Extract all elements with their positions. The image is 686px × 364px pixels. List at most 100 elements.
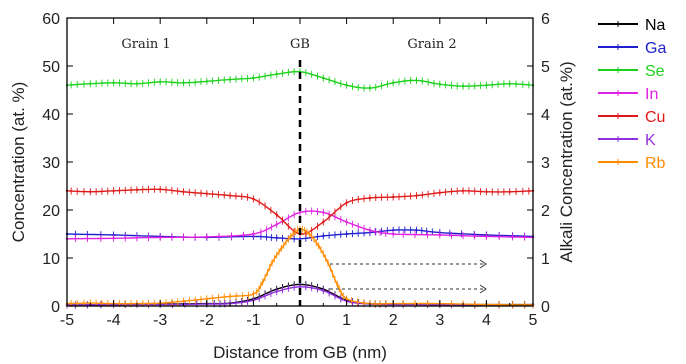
y-tick-label-left: 30 — [42, 155, 60, 172]
data-point — [485, 191, 487, 193]
y-tick-label-right: 0 — [541, 299, 550, 316]
data-point — [136, 83, 138, 85]
data-point — [262, 281, 264, 283]
data-point — [392, 233, 394, 235]
data-point — [229, 78, 231, 80]
data-point — [229, 194, 231, 196]
legend-label: K — [645, 132, 656, 149]
x-tick-label: -5 — [60, 312, 74, 329]
data-point — [112, 190, 114, 192]
legend-entry-rb: Rb — [598, 155, 666, 172]
data-point — [276, 214, 278, 216]
y-tick-label-right: 4 — [541, 107, 550, 124]
x-axis-title: Distance from GB (nm) — [213, 343, 387, 362]
data-point — [369, 229, 371, 231]
data-point — [327, 262, 329, 264]
legend-entry-ga: Ga — [598, 40, 666, 57]
data-point — [252, 77, 254, 79]
data-point — [252, 198, 254, 200]
data-point — [392, 82, 394, 84]
data-point — [159, 81, 161, 83]
data-point — [276, 223, 278, 225]
data-point — [509, 83, 511, 85]
data-point — [369, 197, 371, 199]
legend-label: Ga — [645, 40, 666, 57]
y-axis-title-left: Concentration (at. %) — [9, 82, 28, 243]
x-tick-label: 3 — [435, 312, 444, 329]
y-tick-label-right: 3 — [541, 155, 550, 172]
data-point — [345, 221, 347, 223]
data-point — [322, 289, 324, 291]
x-tick-label: 2 — [389, 312, 398, 329]
legend-label: Se — [645, 63, 665, 80]
plot-area — [66, 60, 534, 309]
data-point — [485, 235, 487, 237]
data-point — [336, 283, 338, 285]
y-tick-label-right: 5 — [541, 59, 550, 76]
data-point — [415, 194, 417, 196]
y-tick-label-left: 20 — [42, 203, 60, 220]
data-point — [206, 298, 208, 300]
data-point — [112, 237, 114, 239]
data-point — [206, 80, 208, 82]
data-point — [276, 73, 278, 75]
data-point — [89, 83, 91, 85]
data-point — [280, 247, 282, 249]
data-point — [322, 211, 324, 213]
y-tick-label-right: 2 — [541, 203, 550, 220]
legend: Na Ga Se In Cu K Rb — [598, 17, 666, 172]
data-point — [415, 79, 417, 81]
data-point — [345, 298, 347, 300]
data-point — [89, 191, 91, 193]
y-tick-label-left: 60 — [42, 11, 60, 28]
y-tick-label-left: 40 — [42, 107, 60, 124]
x-tick-label: -4 — [106, 312, 120, 329]
data-point — [345, 202, 347, 204]
y-tick-label-left: 10 — [42, 251, 60, 268]
x-tick-label: 5 — [529, 312, 538, 329]
data-point — [206, 236, 208, 238]
y-tick-label-right: 1 — [541, 251, 550, 268]
x-tick-label: 0 — [296, 312, 305, 329]
x-tick-label: -3 — [153, 312, 167, 329]
data-point — [415, 229, 417, 231]
data-point — [229, 295, 231, 297]
data-point — [276, 290, 278, 292]
data-point — [485, 84, 487, 86]
data-point — [322, 221, 324, 223]
legend-label: Rb — [645, 155, 666, 172]
annotation-grain-2: Grain 2 — [407, 37, 456, 52]
data-point — [345, 84, 347, 86]
data-point — [289, 235, 291, 237]
data-point — [369, 87, 371, 89]
data-point — [271, 262, 273, 264]
data-point — [322, 235, 324, 237]
x-tick-label: 4 — [482, 312, 491, 329]
data-point — [276, 237, 278, 239]
legend-label: Na — [645, 17, 666, 34]
y-tick-label-right: 6 — [541, 11, 550, 28]
data-point — [252, 233, 254, 235]
data-point — [136, 189, 138, 191]
annotation-gb: GB — [290, 37, 310, 52]
data-point — [299, 238, 301, 240]
data-point — [112, 82, 114, 84]
axes: -5 -4 -3 -2 -1 0 1 2 3 4 501020304050600123456 — [42, 11, 550, 329]
legend-entry-na: Na — [598, 17, 666, 34]
legend-label: Cu — [645, 109, 665, 126]
x-tick-label: 1 — [342, 312, 351, 329]
data-point — [299, 286, 301, 288]
data-point — [308, 233, 310, 235]
legend-label: In — [645, 86, 658, 103]
data-point — [439, 83, 441, 85]
annotation-grain-1: Grain 1 — [121, 37, 170, 52]
data-point — [182, 82, 184, 84]
data-point — [252, 293, 254, 295]
data-point — [322, 77, 324, 79]
y-axis-title-right: Alkali Concentration (at.%) — [557, 61, 576, 262]
data-point — [182, 300, 184, 302]
x-tick-label: -2 — [200, 312, 214, 329]
legend-entry-in: In — [598, 86, 658, 103]
legend-entry-k: K — [598, 132, 656, 149]
